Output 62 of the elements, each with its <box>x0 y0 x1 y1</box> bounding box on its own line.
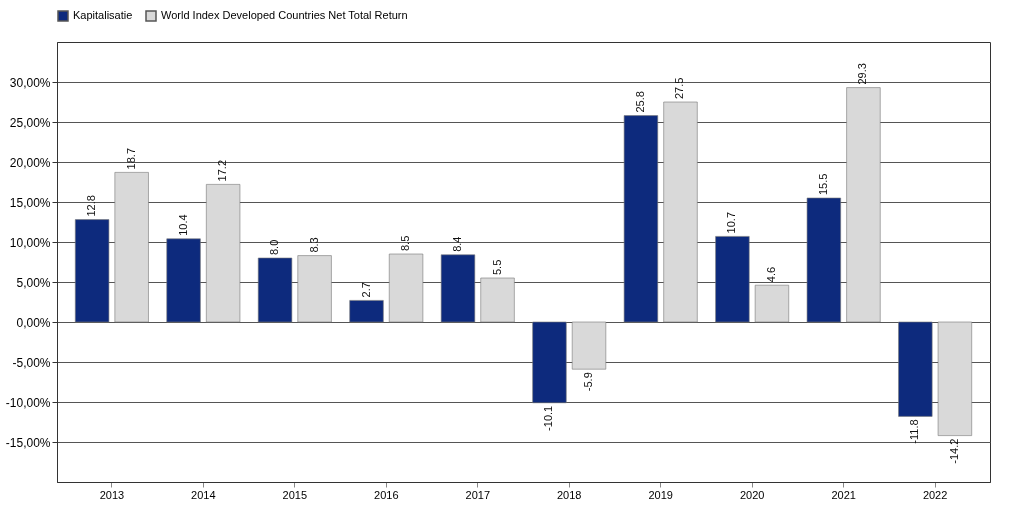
y-tick-label: 10,00% <box>9 235 51 250</box>
data-label: -14.2 <box>947 438 960 464</box>
y-tick-label: 25,00% <box>9 115 51 130</box>
data-label: 29.3 <box>856 63 869 85</box>
bar <box>166 238 201 323</box>
data-label: -10.1 <box>542 405 555 431</box>
y-tick-label: 15,00% <box>9 195 51 210</box>
data-label: -11.8 <box>908 419 921 444</box>
x-tick-label: 2017 <box>465 488 491 501</box>
y-tick-label: 5,00% <box>16 275 51 290</box>
x-tick-label: 2016 <box>374 488 399 501</box>
data-label: 18.7 <box>124 147 137 170</box>
bar <box>898 321 933 417</box>
bar <box>114 172 149 323</box>
bar <box>480 277 515 323</box>
x-tick-label: 2013 <box>99 488 125 501</box>
data-label: 10.7 <box>725 211 738 234</box>
data-label: 17.2 <box>216 159 229 182</box>
data-label: 8.0 <box>268 239 281 255</box>
bar <box>257 257 293 323</box>
data-label: 2.7 <box>359 282 372 298</box>
bar <box>937 321 973 436</box>
bar <box>623 115 659 323</box>
x-tick-label: 2019 <box>648 488 673 501</box>
data-label: 8.3 <box>307 237 320 253</box>
data-label: 4.6 <box>764 266 777 283</box>
data-label: 12.8 <box>85 195 98 217</box>
bar <box>715 236 750 323</box>
bar <box>532 321 567 404</box>
data-label: 27.5 <box>673 77 686 99</box>
bar <box>349 300 384 323</box>
bar <box>663 101 698 323</box>
data-label: 5.5 <box>490 259 503 275</box>
x-tick-label: 2018 <box>556 488 582 501</box>
data-label: 25.8 <box>633 91 646 113</box>
bar <box>806 197 841 323</box>
y-tick-label: 0,00% <box>16 315 51 330</box>
x-tick-label: 2015 <box>282 488 308 501</box>
bar <box>571 321 607 370</box>
x-tick-label: 2014 <box>191 488 216 501</box>
y-tick-label: -5,00% <box>12 355 51 370</box>
y-tick-label: -15,00% <box>5 435 51 450</box>
bar <box>846 87 881 323</box>
bar <box>206 184 241 323</box>
data-label: -5.9 <box>582 372 595 392</box>
bar <box>754 284 790 323</box>
y-tick-label: 20,00% <box>9 155 51 170</box>
y-tick-label: 30,00% <box>9 75 51 90</box>
data-label: 10.4 <box>176 214 189 236</box>
x-tick-label: 2022 <box>922 488 948 501</box>
legend-label: Kapitalisatie <box>73 9 133 21</box>
y-tick-label: -10,00% <box>5 395 51 410</box>
data-label: 15.5 <box>816 173 829 195</box>
bar <box>297 255 332 323</box>
bar <box>440 254 476 323</box>
x-tick-label: 2020 <box>739 488 765 501</box>
bar <box>74 219 110 323</box>
data-label: 8.5 <box>399 235 412 251</box>
data-label: 8.4 <box>450 236 463 252</box>
legend-label: World Index Developed Countries Net Total Return <box>161 9 408 21</box>
x-tick-label: 2021 <box>831 488 856 501</box>
bar <box>388 253 424 323</box>
